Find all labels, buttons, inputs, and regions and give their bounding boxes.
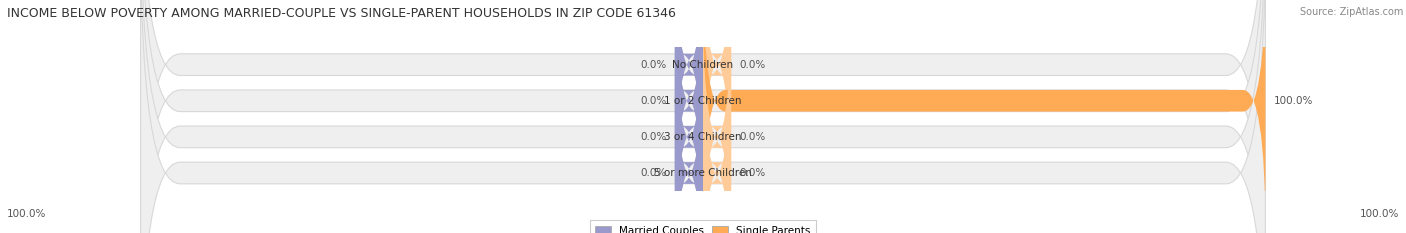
- Text: 0.0%: 0.0%: [740, 60, 766, 70]
- Text: 100.0%: 100.0%: [1274, 96, 1313, 106]
- Text: 0.0%: 0.0%: [640, 96, 666, 106]
- Text: 0.0%: 0.0%: [640, 168, 666, 178]
- FancyBboxPatch shape: [141, 0, 1265, 233]
- FancyBboxPatch shape: [675, 39, 703, 233]
- FancyBboxPatch shape: [141, 0, 1265, 233]
- Text: INCOME BELOW POVERTY AMONG MARRIED-COUPLE VS SINGLE-PARENT HOUSEHOLDS IN ZIP COD: INCOME BELOW POVERTY AMONG MARRIED-COUPL…: [7, 7, 676, 20]
- Text: 0.0%: 0.0%: [740, 132, 766, 142]
- Text: 3 or 4 Children: 3 or 4 Children: [664, 132, 742, 142]
- FancyBboxPatch shape: [675, 0, 703, 233]
- Text: 0.0%: 0.0%: [640, 60, 666, 70]
- Legend: Married Couples, Single Parents: Married Couples, Single Parents: [591, 220, 815, 233]
- FancyBboxPatch shape: [141, 0, 1265, 233]
- FancyBboxPatch shape: [675, 0, 703, 198]
- Text: Source: ZipAtlas.com: Source: ZipAtlas.com: [1299, 7, 1403, 17]
- Text: 1 or 2 Children: 1 or 2 Children: [664, 96, 742, 106]
- FancyBboxPatch shape: [703, 0, 1265, 233]
- FancyBboxPatch shape: [703, 0, 731, 198]
- FancyBboxPatch shape: [141, 0, 1265, 233]
- Text: 100.0%: 100.0%: [1360, 209, 1399, 219]
- Text: 0.0%: 0.0%: [640, 132, 666, 142]
- Text: 0.0%: 0.0%: [740, 168, 766, 178]
- FancyBboxPatch shape: [703, 3, 731, 233]
- FancyBboxPatch shape: [703, 39, 731, 233]
- Text: No Children: No Children: [672, 60, 734, 70]
- Text: 100.0%: 100.0%: [7, 209, 46, 219]
- FancyBboxPatch shape: [675, 3, 703, 233]
- Text: 5 or more Children: 5 or more Children: [654, 168, 752, 178]
